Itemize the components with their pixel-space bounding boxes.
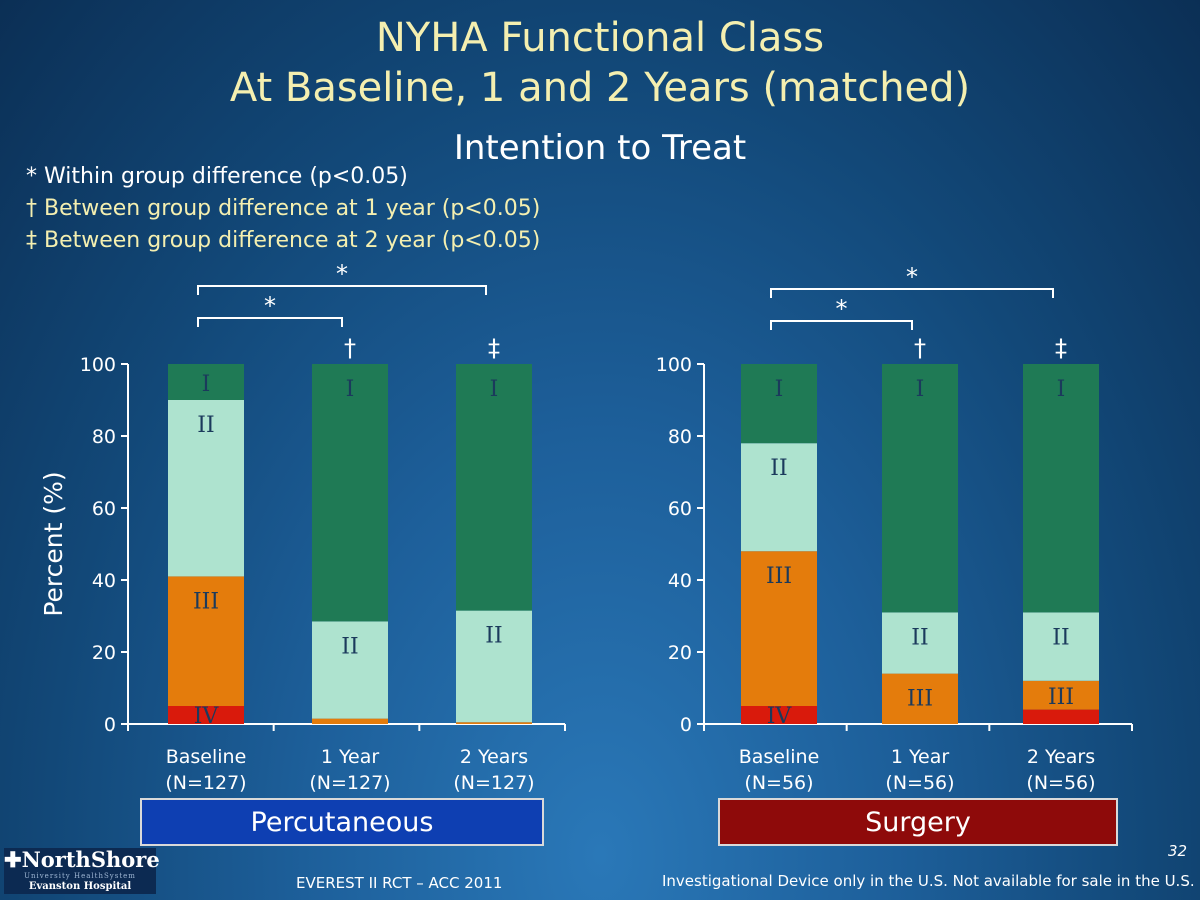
surgery-bar-iii [882, 673, 958, 724]
percutaneous-category-n: (N=127) [309, 772, 390, 794]
percutaneous-bar-ii [168, 400, 244, 577]
surgery-significance-bracket [770, 288, 1054, 298]
surgery-category-label: 2 Years [1027, 746, 1095, 768]
page-title-line1: NYHA Functional Class [375, 15, 825, 61]
footer-disclaimer: Investigational Device only in the U.S. … [662, 872, 1195, 890]
percutaneous-bar-label-i: I [490, 377, 499, 402]
surgery-y-tick-label: 60 [668, 498, 692, 520]
surgery-bar-label-ii: II [770, 456, 787, 481]
surgery-bar-label-ii: II [1052, 625, 1069, 650]
percutaneous-bar-ii [456, 610, 532, 723]
percutaneous-y-tick-label: 0 [104, 714, 116, 736]
surgery-bar-ii [882, 612, 958, 674]
surgery-significance-bracket [770, 320, 913, 330]
surgery-bracket-label: * [836, 295, 848, 323]
surgery-y-tick-label: 0 [680, 714, 692, 736]
percutaneous-category-n: (N=127) [453, 772, 534, 794]
percutaneous-bar-label-iii: III [193, 589, 219, 614]
surgery-bar-ii [1023, 612, 1099, 681]
logo-tagline: University HealthSystem [24, 872, 136, 880]
surgery-significance-marker: † [914, 334, 926, 362]
percutaneous-bar-iii [312, 718, 388, 724]
percutaneous-category-label: 1 Year [321, 746, 380, 768]
percutaneous-bracket-label: * [336, 260, 348, 288]
percutaneous-bar-label-i: I [346, 377, 355, 402]
surgery-bar-label-i: I [1057, 377, 1066, 402]
percutaneous-bar-label-ii: II [197, 413, 214, 438]
surgery-bar-iv [1023, 709, 1099, 724]
percutaneous-bar-ii [312, 621, 388, 719]
surgery-bar-iii [1023, 680, 1099, 710]
percutaneous-significance-bracket [197, 285, 487, 295]
percutaneous-category-label: 2 Years [460, 746, 528, 768]
surgery-category-n: (N=56) [885, 772, 954, 794]
footnote-between-1-year: † Between group difference at 1 year (p<… [26, 196, 541, 221]
percutaneous-bar-i [312, 364, 388, 622]
percutaneous-y-tick-label: 80 [92, 426, 116, 448]
surgery-y-tick-label: 40 [668, 570, 692, 592]
surgery-bar-i [882, 364, 958, 613]
percutaneous-bar-iv [168, 706, 244, 724]
percutaneous-category-label: Baseline [166, 746, 247, 768]
footnotes: * Within group difference (p<0.05) † Bet… [26, 161, 540, 257]
percutaneous-bar-i [456, 364, 532, 611]
percutaneous-significance-bracket [197, 317, 343, 327]
surgery-bar-label-i: I [775, 377, 784, 402]
surgery-category-label: Baseline [739, 746, 820, 768]
surgery-bar-ii [741, 443, 817, 552]
percutaneous-bracket-label: * [264, 292, 276, 320]
surgery-significance-marker: ‡ [1055, 334, 1067, 362]
logo-name: ✚NorthShore [4, 847, 160, 872]
page-subtitle: Intention to Treat [453, 128, 747, 168]
surgery-category-n: (N=56) [1026, 772, 1095, 794]
surgery-bar-i [1023, 364, 1099, 613]
percutaneous-significance-marker: ‡ [488, 334, 500, 362]
surgery-y-tick-label: 20 [668, 642, 692, 664]
percutaneous-y-tick-label: 40 [92, 570, 116, 592]
percutaneous-bar-iii [456, 722, 532, 724]
logo-hospital: Evanston Hospital [28, 881, 132, 892]
percutaneous-y-tick-label: 60 [92, 498, 116, 520]
footnote-between-2-year: ‡ Between group difference at 2 year (p<… [26, 228, 541, 253]
surgery-bar-label-i: I [916, 377, 925, 402]
surgery-category-label: 1 Year [891, 746, 950, 768]
northshore-logo: ✚NorthShore University HealthSystem Evan… [4, 847, 160, 894]
surgery-bar-iii [741, 551, 817, 706]
surgery-y-tick-label: 80 [668, 426, 692, 448]
surgery-bracket-label: * [906, 263, 918, 291]
surgery-bar-label-iii: III [1048, 685, 1074, 710]
footer-study-name: EVEREST II RCT – ACC 2011 [296, 874, 503, 892]
slide-number: 32 [1168, 842, 1188, 860]
group-label-percutaneous: Percutaneous [140, 798, 544, 846]
surgery-bar-label-iii: III [766, 564, 792, 589]
surgery-bar-label-iii: III [907, 687, 933, 712]
surgery-bar-i [741, 364, 817, 444]
percutaneous-bar-label-ii: II [485, 624, 502, 649]
group-label-surgery: Surgery [718, 798, 1118, 846]
surgery-bar-label-iv: IV [767, 704, 793, 729]
percutaneous-bar-label-ii: II [341, 634, 358, 659]
percutaneous-category-n: (N=127) [165, 772, 246, 794]
percutaneous-y-tick-label: 100 [80, 354, 116, 376]
title-block: NYHA Functional Class At Baseline, 1 and… [0, 14, 1200, 114]
surgery-category-n: (N=56) [744, 772, 813, 794]
page-title-line2: At Baseline, 1 and 2 Years (matched) [229, 65, 971, 111]
surgery-bar-label-ii: II [911, 625, 928, 650]
percutaneous-bar-i [168, 364, 244, 400]
percutaneous-bar-label-i: I [202, 372, 211, 397]
percutaneous-y-tick-label: 20 [92, 642, 116, 664]
footnote-within-group: * Within group difference (p<0.05) [26, 164, 408, 189]
percutaneous-bar-iii [168, 576, 244, 706]
percutaneous-y-axis-label: Percent (%) [39, 471, 68, 616]
surgery-y-tick-label: 100 [656, 354, 692, 376]
percutaneous-bar-label-iv: IV [194, 704, 220, 729]
surgery-bar-iv [741, 706, 817, 724]
percutaneous-significance-marker: † [344, 334, 356, 362]
